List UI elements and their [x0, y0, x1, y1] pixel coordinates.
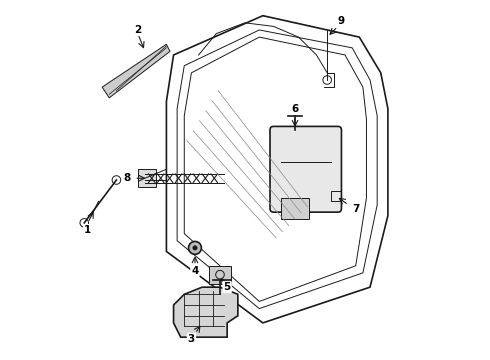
Text: 8: 8: [123, 173, 131, 183]
Text: 2: 2: [134, 25, 142, 35]
Text: 6: 6: [292, 104, 298, 113]
Text: 5: 5: [223, 282, 231, 292]
Circle shape: [189, 242, 201, 254]
Text: 7: 7: [352, 203, 360, 213]
Polygon shape: [209, 266, 231, 284]
Polygon shape: [173, 287, 238, 337]
FancyBboxPatch shape: [270, 126, 342, 212]
Text: 9: 9: [338, 16, 345, 26]
Text: 4: 4: [191, 266, 198, 276]
Bar: [281, 198, 309, 219]
Text: 1: 1: [84, 225, 92, 235]
Text: 3: 3: [188, 334, 195, 344]
Circle shape: [193, 246, 197, 250]
Bar: [138, 169, 156, 187]
Polygon shape: [102, 44, 170, 98]
